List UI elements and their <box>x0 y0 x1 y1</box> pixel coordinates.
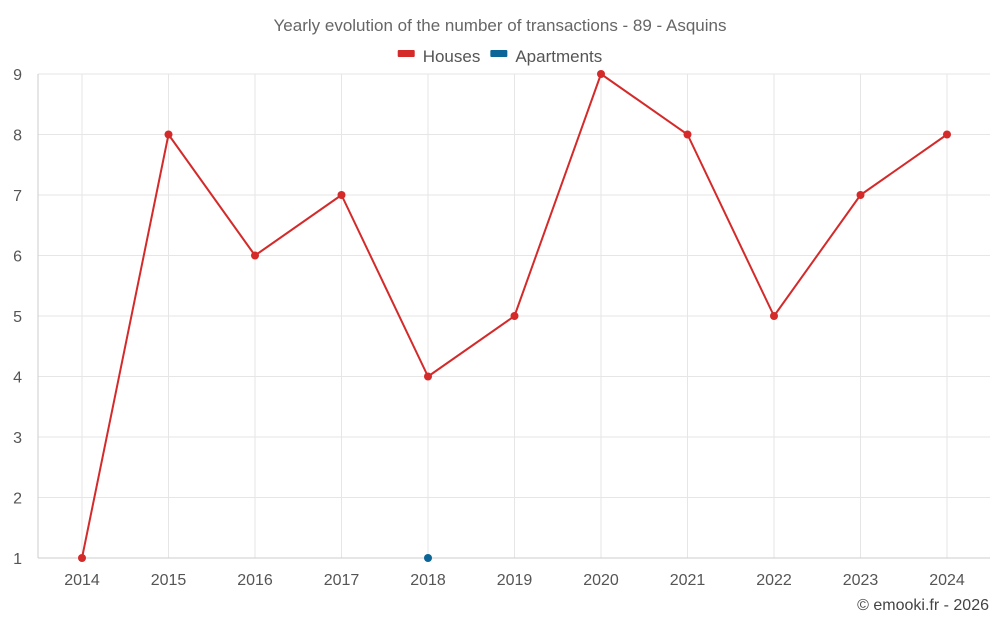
y-tick-label: 7 <box>13 188 22 205</box>
axes: 1 2 3 4 5 6 7 8 9 2014 2015 2016 2017 2018 2019 2020 202… <box>13 67 990 589</box>
legend-label: Apartments <box>515 47 602 66</box>
x-tick-label: 2018 <box>410 572 446 589</box>
legend-label: Houses <box>423 47 481 66</box>
x-tick-label: 2023 <box>843 572 879 589</box>
series <box>78 70 951 562</box>
y-tick-label: 2 <box>13 491 22 508</box>
x-tick-label: 2024 <box>929 572 965 589</box>
legend-item-apartments[interactable]: Apartments <box>490 47 602 66</box>
data-point-houses[interactable] <box>251 251 259 260</box>
x-tick-label: 2021 <box>670 572 706 589</box>
y-tick-label: 4 <box>13 370 22 387</box>
credit-text: © emooki.fr - 2026 <box>857 597 989 614</box>
data-point-houses[interactable] <box>770 312 778 320</box>
series-houses <box>78 70 951 562</box>
data-point-houses[interactable] <box>683 130 692 139</box>
data-point-houses[interactable] <box>164 130 173 139</box>
y-tick-label: 6 <box>13 249 22 266</box>
data-point-houses[interactable] <box>597 70 605 78</box>
x-tick-label: 2016 <box>237 572 273 589</box>
x-tick-label: 2020 <box>583 572 619 589</box>
chart-title: Yearly evolution of the number of transa… <box>274 16 727 35</box>
data-point-houses[interactable] <box>78 554 86 562</box>
legend[interactable]: Houses Apartments <box>397 47 603 66</box>
data-point-houses[interactable] <box>943 130 951 139</box>
data-point-apartments[interactable] <box>424 554 432 562</box>
x-tick-label: 2019 <box>497 572 533 589</box>
y-tick-label: 8 <box>13 128 22 145</box>
legend-item-houses[interactable]: Houses <box>397 47 481 66</box>
data-point-houses[interactable] <box>337 191 346 199</box>
y-tick-label: 9 <box>13 67 22 84</box>
data-point-houses[interactable] <box>856 191 865 199</box>
x-tick-label: 2017 <box>324 572 360 589</box>
series-apartments <box>424 554 432 562</box>
legend-swatch <box>490 50 508 57</box>
y-tick-label: 3 <box>13 430 22 447</box>
data-point-houses[interactable] <box>510 312 519 320</box>
y-tick-label: 1 <box>13 551 22 568</box>
legend-swatch <box>397 50 415 57</box>
x-tick-label: 2014 <box>64 572 100 589</box>
y-tick-label: 5 <box>13 309 22 326</box>
data-point-houses[interactable] <box>424 372 432 381</box>
x-tick-label: 2022 <box>756 572 792 589</box>
x-tick-label: 2015 <box>151 572 187 589</box>
